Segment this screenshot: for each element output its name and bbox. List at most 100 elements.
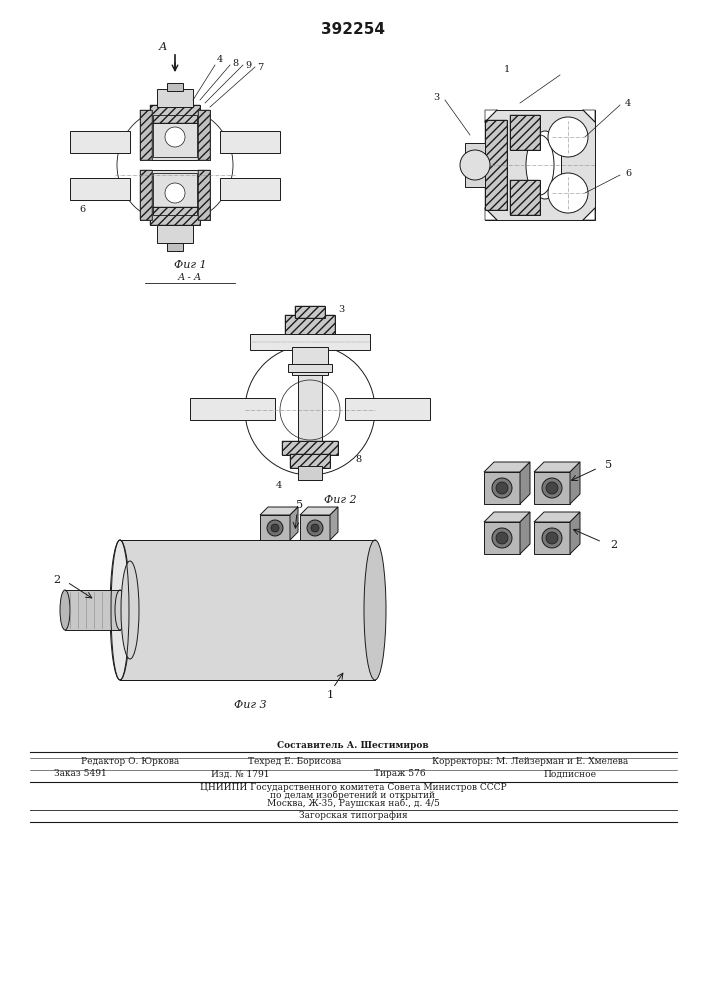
Bar bbox=[510, 180, 540, 215]
Circle shape bbox=[542, 528, 562, 548]
Polygon shape bbox=[484, 472, 520, 504]
Text: ЦНИИПИ Государственного комитета Совета Министров СССР: ЦНИИПИ Государственного комитета Совета … bbox=[199, 782, 506, 792]
Bar bbox=[140, 170, 152, 220]
Bar bbox=[157, 225, 193, 243]
Bar bbox=[288, 364, 332, 372]
Circle shape bbox=[460, 150, 490, 180]
Circle shape bbox=[117, 107, 233, 223]
Bar bbox=[300, 515, 330, 540]
Circle shape bbox=[496, 532, 508, 544]
Polygon shape bbox=[534, 512, 580, 522]
Polygon shape bbox=[484, 512, 530, 522]
Bar bbox=[153, 173, 197, 215]
Bar bbox=[198, 170, 210, 220]
Polygon shape bbox=[570, 462, 580, 504]
Ellipse shape bbox=[60, 590, 70, 630]
Bar bbox=[485, 120, 507, 210]
Bar bbox=[167, 243, 183, 251]
Bar bbox=[285, 315, 335, 335]
Polygon shape bbox=[484, 462, 530, 472]
Bar bbox=[167, 83, 183, 91]
Text: Изд. № 1791: Изд. № 1791 bbox=[211, 770, 269, 778]
Bar bbox=[292, 347, 328, 375]
Bar bbox=[140, 110, 152, 160]
Bar bbox=[485, 110, 595, 220]
Text: Заказ 5491: Заказ 5491 bbox=[54, 770, 106, 778]
Text: 5: 5 bbox=[605, 460, 612, 470]
Text: 4: 4 bbox=[625, 99, 631, 107]
Bar bbox=[285, 315, 335, 335]
Polygon shape bbox=[290, 507, 298, 540]
Bar bbox=[295, 306, 325, 318]
Polygon shape bbox=[570, 512, 580, 554]
Bar bbox=[150, 207, 200, 225]
Bar bbox=[198, 110, 210, 160]
Bar bbox=[140, 170, 210, 220]
Bar bbox=[220, 131, 280, 153]
Bar bbox=[198, 110, 210, 160]
Circle shape bbox=[271, 524, 279, 532]
Bar bbox=[295, 306, 325, 318]
Bar bbox=[220, 178, 280, 200]
Circle shape bbox=[548, 173, 588, 213]
Text: 6: 6 bbox=[79, 206, 85, 215]
Bar bbox=[153, 115, 197, 157]
Bar bbox=[70, 131, 130, 153]
Bar bbox=[157, 89, 193, 107]
Circle shape bbox=[267, 520, 283, 536]
Bar bbox=[510, 180, 540, 215]
Circle shape bbox=[165, 183, 185, 203]
Circle shape bbox=[165, 127, 185, 147]
Circle shape bbox=[496, 482, 508, 494]
Bar bbox=[140, 170, 152, 220]
Bar bbox=[140, 110, 152, 160]
Text: А: А bbox=[158, 42, 167, 52]
Text: Фиг 1: Фиг 1 bbox=[174, 260, 206, 270]
Polygon shape bbox=[260, 507, 298, 515]
Bar bbox=[260, 515, 290, 540]
Circle shape bbox=[546, 482, 558, 494]
Text: по делам изобретений и открытий: по делам изобретений и открытий bbox=[271, 790, 436, 800]
Polygon shape bbox=[120, 540, 375, 680]
Polygon shape bbox=[534, 522, 570, 554]
Circle shape bbox=[546, 532, 558, 544]
Text: Корректоры: М. Лейзерман и Е. Хмелева: Корректоры: М. Лейзерман и Е. Хмелева bbox=[432, 758, 628, 766]
Text: 5: 5 bbox=[296, 500, 303, 510]
Text: 2: 2 bbox=[53, 575, 60, 585]
Bar bbox=[290, 454, 330, 468]
Circle shape bbox=[492, 478, 512, 498]
Text: Фиг 3: Фиг 3 bbox=[234, 700, 267, 710]
Polygon shape bbox=[520, 462, 530, 504]
Bar bbox=[510, 115, 540, 150]
Polygon shape bbox=[534, 462, 580, 472]
Ellipse shape bbox=[115, 590, 125, 630]
Bar bbox=[150, 105, 200, 123]
Circle shape bbox=[245, 345, 375, 475]
Polygon shape bbox=[484, 522, 520, 554]
Bar bbox=[298, 466, 322, 480]
Text: 3: 3 bbox=[338, 306, 344, 314]
Bar bbox=[345, 398, 430, 420]
Circle shape bbox=[492, 528, 512, 548]
Bar bbox=[65, 590, 120, 630]
Polygon shape bbox=[485, 208, 497, 220]
Text: Загорская типография: Загорская типография bbox=[298, 810, 407, 820]
Ellipse shape bbox=[110, 540, 130, 680]
Text: 1: 1 bbox=[504, 66, 510, 75]
Polygon shape bbox=[520, 512, 530, 554]
Polygon shape bbox=[330, 507, 338, 540]
Ellipse shape bbox=[364, 540, 386, 680]
Text: 7: 7 bbox=[257, 64, 263, 73]
Ellipse shape bbox=[526, 135, 554, 195]
Text: 9: 9 bbox=[245, 60, 251, 70]
Bar bbox=[150, 105, 200, 123]
Text: Фиг 2: Фиг 2 bbox=[324, 495, 356, 505]
Bar bbox=[529, 145, 561, 185]
Text: Техред Е. Борисова: Техред Е. Борисова bbox=[248, 758, 341, 766]
Text: 1: 1 bbox=[327, 690, 334, 700]
Bar bbox=[465, 143, 485, 187]
Circle shape bbox=[548, 117, 588, 157]
Polygon shape bbox=[583, 110, 595, 122]
Polygon shape bbox=[583, 208, 595, 220]
Bar bbox=[510, 115, 540, 150]
